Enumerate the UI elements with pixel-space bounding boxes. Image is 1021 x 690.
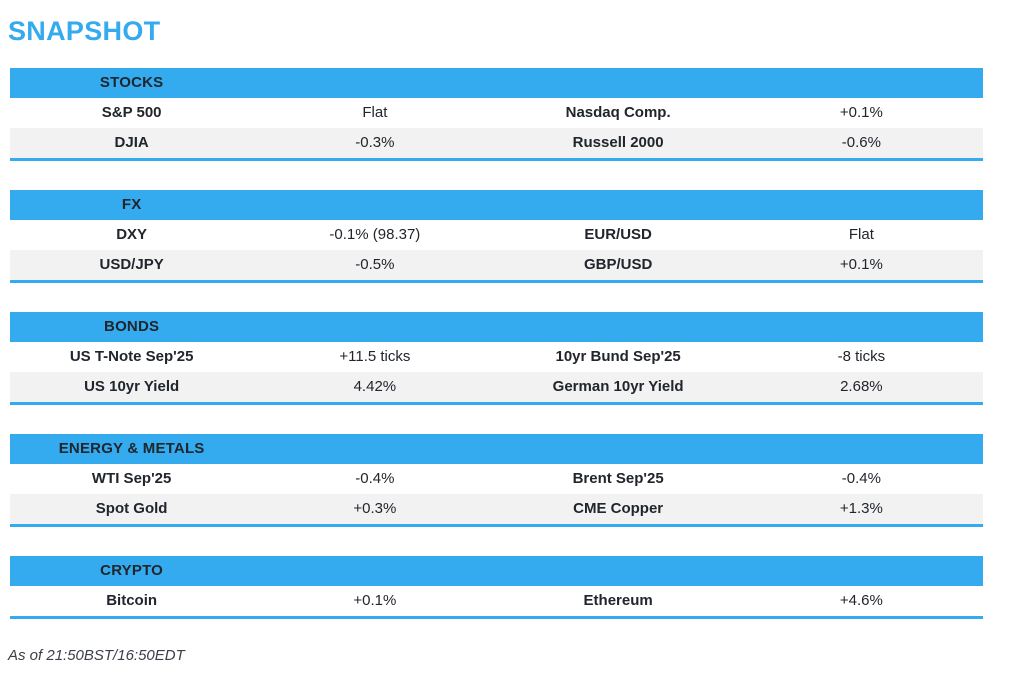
section-bonds: BONDS US T-Note Sep'25 +11.5 ticks 10yr … <box>10 311 983 405</box>
instrument-value: +4.6% <box>839 592 883 610</box>
instrument-label: Bitcoin <box>106 592 158 610</box>
instrument-value: 4.42% <box>353 378 397 396</box>
table-row: WTI Sep'25 -0.4% Brent Sep'25 -0.4% <box>10 463 983 494</box>
section-header-label: FX <box>121 196 142 214</box>
table-row: US T-Note Sep'25 +11.5 ticks 10yr Bund S… <box>10 341 983 372</box>
instrument-label: Nasdaq Comp. <box>565 104 671 122</box>
instrument-value: +0.1% <box>839 104 883 122</box>
instrument-value: +0.3% <box>353 500 397 518</box>
snapshot-page: SNAPSHOT STOCKS S&P 500 Flat Nasdaq Comp… <box>0 16 1021 690</box>
table-row: S&P 500 Flat Nasdaq Comp. +0.1% <box>10 97 983 128</box>
section-header-energy-metals: ENERGY & METALS <box>10 433 983 464</box>
section-header-bonds: BONDS <box>10 311 983 342</box>
section-crypto: CRYPTO Bitcoin +0.1% Ethereum +4.6% <box>10 555 983 619</box>
instrument-label: S&P 500 <box>101 104 162 122</box>
instrument-value: -0.3% <box>355 134 395 152</box>
instrument-label: EUR/USD <box>584 226 652 244</box>
section-fx: FX DXY -0.1% (98.37) EUR/USD Flat USD/JP… <box>10 189 983 283</box>
table-row: Spot Gold +0.3% CME Copper +1.3% <box>10 493 983 524</box>
timestamp-note: As of 21:50BST/16:50EDT <box>8 646 185 664</box>
instrument-value: Flat <box>362 104 388 122</box>
table-row: USD/JPY -0.5% GBP/USD +0.1% <box>10 249 983 280</box>
instrument-label: WTI Sep'25 <box>91 470 172 488</box>
instrument-label: Brent Sep'25 <box>572 470 664 488</box>
instrument-label: CME Copper <box>573 500 664 518</box>
instrument-value: -8 ticks <box>837 348 886 366</box>
instrument-label: Ethereum <box>583 592 653 610</box>
instrument-label: 10yr Bund Sep'25 <box>555 348 681 366</box>
instrument-value: +11.5 ticks <box>339 348 411 366</box>
section-header-label: CRYPTO <box>100 562 164 580</box>
section-header-label: ENERGY & METALS <box>58 440 205 458</box>
section-header-label: STOCKS <box>99 74 164 92</box>
table-row: DXY -0.1% (98.37) EUR/USD Flat <box>10 219 983 250</box>
instrument-label: GBP/USD <box>583 256 653 274</box>
section-stocks: STOCKS S&P 500 Flat Nasdaq Comp. +0.1% D… <box>10 67 983 161</box>
instrument-label: Russell 2000 <box>572 134 664 152</box>
instrument-label: Spot Gold <box>95 500 168 518</box>
instrument-label: DXY <box>116 226 148 244</box>
instrument-label: US T-Note Sep'25 <box>69 348 194 366</box>
instrument-value: -0.5% <box>355 256 395 274</box>
instrument-value: -0.4% <box>355 470 395 488</box>
instrument-value: 2.68% <box>840 378 883 396</box>
page-title: SNAPSHOT <box>8 16 161 46</box>
section-header-crypto: CRYPTO <box>10 555 983 586</box>
instrument-label: German 10yr Yield <box>552 378 684 396</box>
table-row: Bitcoin +0.1% Ethereum +4.6% <box>10 585 983 616</box>
instrument-value: +0.1% <box>839 256 883 274</box>
instrument-value: +0.1% <box>353 592 397 610</box>
section-header-fx: FX <box>10 189 983 220</box>
instrument-value: +1.3% <box>839 500 883 518</box>
instrument-value: -0.6% <box>841 134 881 152</box>
instrument-value: -0.1% (98.37) <box>329 226 421 244</box>
table-row: DJIA -0.3% Russell 2000 -0.6% <box>10 127 983 158</box>
section-energy-metals: ENERGY & METALS WTI Sep'25 -0.4% Brent S… <box>10 433 983 527</box>
instrument-label: US 10yr Yield <box>84 378 180 396</box>
instrument-value: -0.4% <box>841 470 881 488</box>
instrument-label: DJIA <box>114 134 149 152</box>
section-header-stocks: STOCKS <box>10 67 983 98</box>
section-header-label: BONDS <box>104 318 160 336</box>
instrument-label: USD/JPY <box>99 256 164 274</box>
table-row: US 10yr Yield 4.42% German 10yr Yield 2.… <box>10 371 983 402</box>
instrument-value: Flat <box>848 226 874 244</box>
